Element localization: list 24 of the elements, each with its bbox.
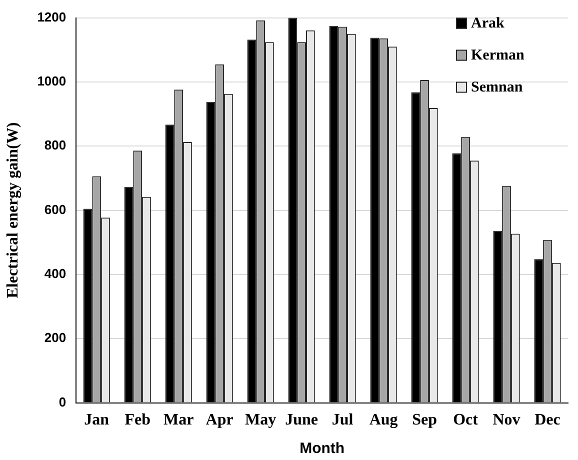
x-tick-label: Aug xyxy=(369,412,398,429)
x-tick-label: Oct xyxy=(453,412,479,429)
y-tick-label: 0 xyxy=(58,394,66,410)
legend-label: Kerman xyxy=(471,48,525,64)
x-tick-label: May xyxy=(245,412,276,429)
x-tick-label: Apr xyxy=(206,412,234,429)
y-tick-label: 800 xyxy=(44,138,66,153)
x-tick-label: Feb xyxy=(124,412,151,429)
x-tick-label: Jul xyxy=(332,412,354,429)
y-tick-label: 400 xyxy=(44,266,66,282)
y-tick-label: 600 xyxy=(44,202,66,217)
y-axis-title: Electrical energy gain(W) xyxy=(4,122,22,298)
x-tick-label: June xyxy=(285,412,318,429)
legend-label: Arak xyxy=(471,16,505,32)
x-axis-title: Month xyxy=(300,440,345,458)
y-tick-label: 1000 xyxy=(37,74,66,89)
x-tick-label: Mar xyxy=(163,412,194,429)
x-tick-label: Dec xyxy=(534,412,560,429)
x-tick-label: Jan xyxy=(84,412,110,429)
y-tick-label: 200 xyxy=(44,330,66,346)
x-tick-label: Nov xyxy=(492,412,520,429)
y-tick-label: 1200 xyxy=(37,9,66,24)
x-tick-label: Sep xyxy=(412,412,438,429)
legend-label: Semnan xyxy=(471,80,524,96)
